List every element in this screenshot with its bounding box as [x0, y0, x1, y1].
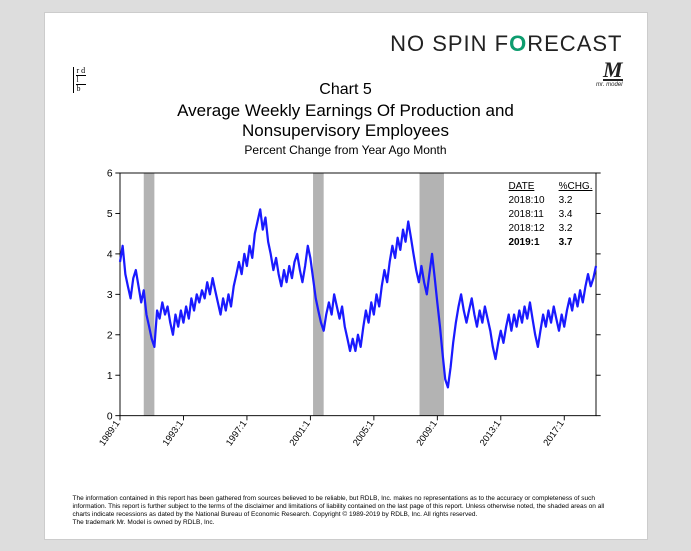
- table-cell-date: 2018:12: [502, 223, 550, 235]
- chart-area: 01234561989:11993:11997:12001:12005:1200…: [103, 173, 613, 453]
- x-tick-label: 2009:1: [414, 418, 439, 447]
- table-row: 2018:113.4: [502, 209, 598, 221]
- recession-band: [419, 173, 443, 416]
- y-tick-label: 5: [106, 209, 112, 220]
- x-tick-label: 2017:1: [541, 418, 566, 447]
- brand-f: F: [495, 31, 509, 56]
- y-tick-label: 2: [106, 330, 112, 341]
- table-cell-chg: 3.2: [553, 223, 599, 235]
- x-tick-label: 2013:1: [477, 418, 502, 447]
- chart-title: Average Weekly Earnings Of Production an…: [45, 101, 647, 141]
- chart-number: Chart 5: [45, 81, 647, 99]
- data-table: DATE%CHG.2018:103.22018:113.42018:123.22…: [500, 179, 600, 251]
- table-cell-date: 2019:1: [502, 237, 550, 249]
- brand-accent-o: O: [509, 31, 527, 56]
- x-tick-label: 1993:1: [160, 418, 185, 447]
- y-tick-label: 4: [106, 249, 112, 260]
- brand-post: RECAST: [527, 31, 622, 56]
- titles-block: Chart 5 Average Weekly Earnings Of Produ…: [45, 81, 647, 157]
- title-line2: Nonsupervisory Employees: [242, 121, 449, 140]
- brand-pre: NO SPIN: [390, 31, 495, 56]
- x-tick-label: 2001:1: [287, 418, 312, 447]
- disclaimer: The information contained in this report…: [73, 495, 619, 527]
- recession-band: [143, 173, 154, 416]
- table-header: %CHG.: [553, 181, 599, 193]
- table-cell-chg: 3.4: [553, 209, 599, 221]
- table-cell-date: 2018:11: [502, 209, 550, 221]
- page: NO SPIN FORECAST r d l b M mr. model Cha…: [44, 12, 648, 540]
- x-tick-label: 1989:1: [97, 418, 122, 447]
- table-row: 2018:123.2: [502, 223, 598, 235]
- brand-logo: NO SPIN FORECAST: [390, 31, 622, 57]
- y-tick-label: 6: [106, 168, 112, 179]
- mrmodel-m: M: [603, 61, 623, 81]
- table-row: 2018:103.2: [502, 195, 598, 207]
- chart-subtitle: Percent Change from Year Ago Month: [45, 143, 647, 157]
- table-cell-chg: 3.2: [553, 195, 599, 207]
- y-tick-label: 3: [106, 290, 112, 301]
- x-tick-label: 2005:1: [350, 418, 375, 447]
- y-tick-label: 1: [106, 370, 112, 381]
- disclaimer-line2: The trademark Mr. Model is owned by RDLB…: [73, 519, 215, 526]
- disclaimer-line1: The information contained in this report…: [73, 495, 605, 518]
- title-line1: Average Weekly Earnings Of Production an…: [177, 101, 514, 120]
- table-cell-chg: 3.7: [553, 237, 599, 249]
- table-cell-date: 2018:10: [502, 195, 550, 207]
- x-tick-label: 1997:1: [224, 418, 249, 447]
- table-header: DATE: [502, 181, 550, 193]
- table-row: 2019:13.7: [502, 237, 598, 249]
